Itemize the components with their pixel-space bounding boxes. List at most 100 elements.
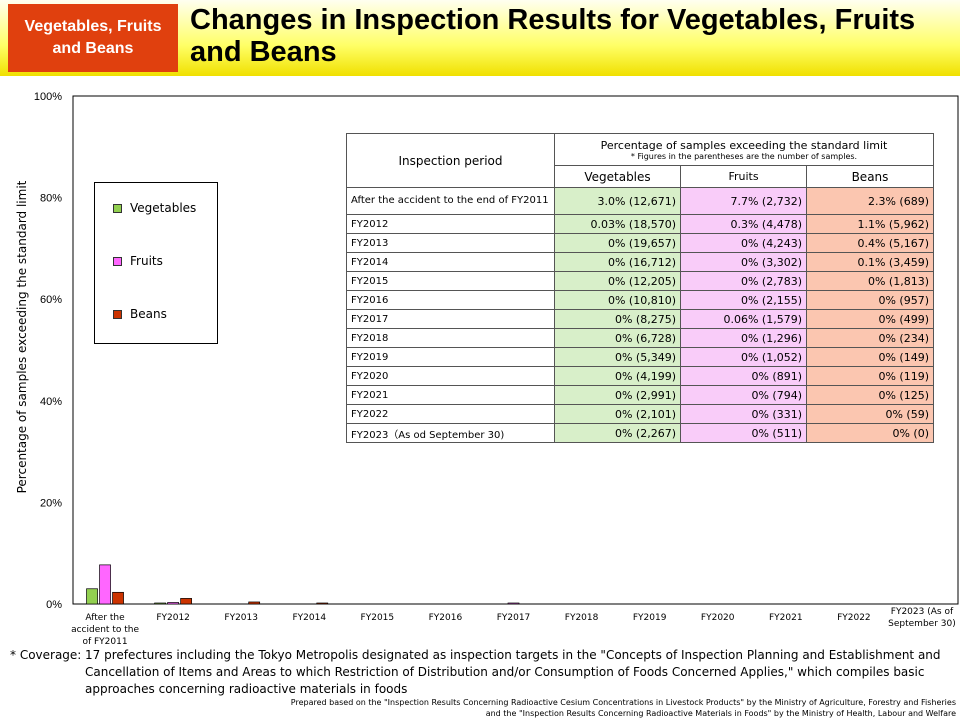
column-header-fruits: Fruits (680, 165, 807, 188)
bar-vegetables (86, 588, 98, 605)
group-header-title: Percentage of samples exceeding the stan… (600, 138, 888, 152)
bar-fruits (99, 564, 111, 605)
legend-item-beans: Beans (113, 307, 167, 321)
table-row: FY2020 0% (4,199) 0% (891) 0% (119) (346, 366, 934, 386)
x-tick-label: FY2019 (632, 613, 667, 623)
bar-beans (112, 591, 124, 605)
cell-veg: 0% (2,991) (554, 385, 681, 405)
x-tick-label: FY2013 (224, 613, 258, 623)
cell-veg: 0% (16,712) (554, 252, 681, 272)
cell-fruits: 0% (891) (680, 366, 807, 386)
cell-veg: 0% (2,101) (554, 404, 681, 424)
cell-fruits: 0% (2,783) (680, 271, 807, 291)
bar-fruits (167, 602, 179, 605)
cell-veg: 0% (12,205) (554, 271, 681, 291)
cell-beans: 0% (0) (806, 423, 934, 443)
x-tick-label: FY2016 (428, 613, 463, 623)
legend-item-fruits: Fruits (113, 254, 163, 268)
table-row: FY2022 0% (2,101) 0% (331) 0% (59) (346, 404, 934, 424)
cell-fruits: 0% (794) (680, 385, 807, 405)
bar-vegetables (154, 602, 166, 605)
cell-veg: 0% (5,349) (554, 347, 681, 367)
cell-period: FY2019 (346, 347, 555, 367)
cell-period: FY2016 (346, 290, 555, 310)
x-tick-label: FY2015 (360, 613, 395, 623)
cell-fruits: 0.3% (4,478) (680, 214, 807, 234)
footnote-text: 17 prefectures including the Tokyo Metro… (85, 648, 941, 696)
cell-fruits: 0% (331) (680, 404, 807, 424)
cell-veg: 0% (8,275) (554, 309, 681, 329)
y-tick-label: 80% (40, 193, 62, 205)
legend-label: Beans (130, 307, 167, 321)
cell-period: FY2015 (346, 271, 555, 291)
column-header-vegetables: Vegetables (554, 165, 681, 188)
y-tick-label: 0% (46, 599, 62, 611)
legend-label: Fruits (130, 254, 163, 268)
cell-period: FY2014 (346, 252, 555, 272)
y-tick-label: 40% (40, 396, 62, 408)
table-row: FY2017 0% (8,275) 0.06% (1,579) 0% (499) (346, 309, 934, 329)
x-tick-label: FY2020 (700, 613, 735, 623)
source-note: Prepared based on the "Inspection Result… (291, 697, 956, 719)
bar-beans (316, 602, 329, 605)
table-row: FY2019 0% (5,349) 0% (1,052) 0% (149) (346, 347, 934, 367)
cell-veg: 0% (4,199) (554, 366, 681, 386)
cell-beans: 0% (119) (806, 366, 934, 386)
cell-period: FY2020 (346, 366, 555, 386)
table-row: After the accident to the end of FY2011 3… (346, 187, 934, 215)
cell-period: FY2018 (346, 328, 555, 348)
table-row: FY2015 0% (12,205) 0% (2,783) 0% (1,813) (346, 271, 934, 291)
cell-veg: 0% (2,267) (554, 423, 681, 443)
table-row: FY2018 0% (6,728) 0% (1,296) 0% (234) (346, 328, 934, 348)
table-row: FY2016 0% (10,810) 0% (2,155) 0% (957) (346, 290, 934, 310)
y-tick-label: 60% (40, 294, 62, 306)
cell-beans: 0% (957) (806, 290, 934, 310)
y-tick-label: 100% (34, 91, 62, 103)
x-tick-label: FY2022 (837, 613, 871, 623)
y-tick-label: 20% (40, 497, 62, 509)
source-line: and the "Inspection Results Concerning R… (485, 709, 956, 718)
footnote-label: * Coverage: (10, 648, 82, 662)
results-table: Inspection period Percentage of samples … (346, 133, 934, 443)
cell-fruits: 0% (1,296) (680, 328, 807, 348)
source-line: Prepared based on the "Inspection Result… (290, 698, 956, 707)
group-header: Percentage of samples exceeding the stan… (554, 133, 934, 166)
cell-beans: 0% (59) (806, 404, 934, 424)
cell-period: After the accident to the end of FY2011 (346, 187, 555, 215)
table-row: FY2014 0% (16,712) 0% (3,302) 0.1% (3,459) (346, 252, 934, 272)
cell-veg: 0% (6,728) (554, 328, 681, 348)
table-row: FY2023（As od September 30) 0% (2,267) 0% (… (346, 423, 934, 443)
x-tick-label: FY2021 (769, 613, 803, 623)
x-tick-label: FY2018 (564, 613, 599, 623)
cell-period: FY2023（As od September 30) (346, 423, 555, 443)
page-title: Changes in Inspection Results for Vegeta… (190, 4, 916, 68)
bar-beans (248, 601, 261, 605)
bar-beans (180, 598, 192, 605)
x-tick-label: FY2014 (292, 613, 327, 623)
bar-fruits (507, 602, 520, 605)
cell-beans: 0% (149) (806, 347, 934, 367)
x-tick-label: After the accident to the of FY2011 (71, 613, 139, 647)
table-row: FY2013 0% (19,657) 0% (4,243) 0.4% (5,167) (346, 233, 934, 253)
cell-beans: 0% (1,813) (806, 271, 934, 291)
x-tick-label: FY2023 (As of September 30) (888, 607, 956, 629)
cell-period: FY2012 (346, 214, 555, 234)
cell-fruits: 0% (3,302) (680, 252, 807, 272)
cell-beans: 0% (125) (806, 385, 934, 405)
cell-veg: 0.03% (18,570) (554, 214, 681, 234)
cell-beans: 1.1% (5,962) (806, 214, 934, 234)
group-header-note: * Figures in the parentheses are the num… (630, 151, 858, 161)
table-row: FY2012 0.03% (18,570) 0.3% (4,478) 1.1% (5,… (346, 214, 934, 234)
category-badge: Vegetables, Fruits and Beans (8, 4, 178, 72)
period-header: Inspection period (346, 133, 555, 188)
cell-fruits: 7.7% (2,732) (680, 187, 807, 215)
cell-fruits: 0.06% (1,579) (680, 309, 807, 329)
x-tick-label: FY2012 (156, 613, 190, 623)
cell-beans: 0.4% (5,167) (806, 233, 934, 253)
cell-period: FY2017 (346, 309, 555, 329)
legend-label: Vegetables (130, 201, 197, 215)
cell-fruits: 0% (2,155) (680, 290, 807, 310)
cell-veg: 3.0% (12,671) (554, 187, 681, 215)
cell-beans: 0% (499) (806, 309, 934, 329)
